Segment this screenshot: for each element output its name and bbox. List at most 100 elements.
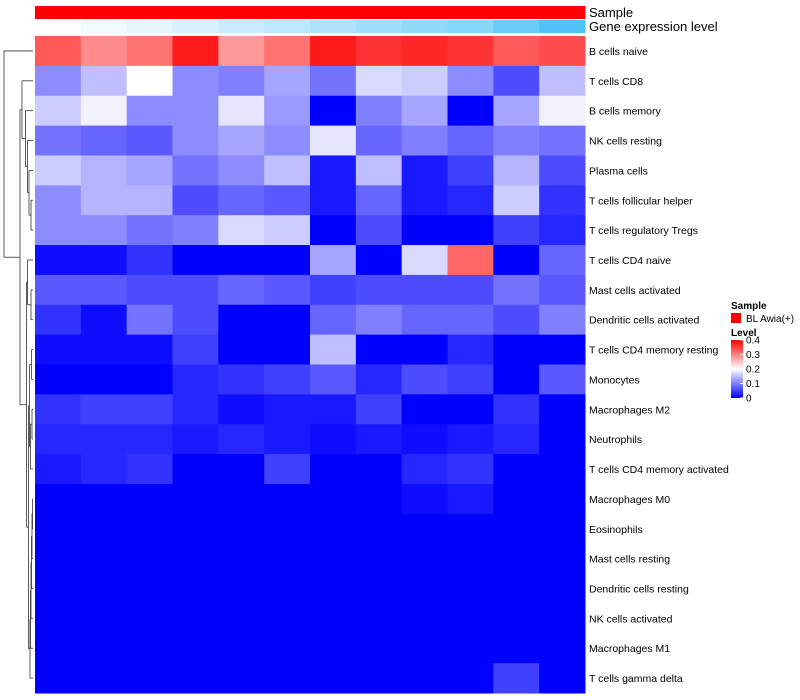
- heatmap-cell: [401, 334, 448, 365]
- heatmap-cell: [355, 394, 403, 425]
- heatmap-cell: [355, 454, 403, 485]
- heatmap-cell: [80, 483, 128, 515]
- heatmap-cell: [218, 513, 265, 545]
- heatmap-cell: [447, 394, 494, 425]
- heatmap-cell: [355, 424, 403, 455]
- heatmap-cell: [493, 483, 540, 515]
- heatmap-cell: [355, 573, 403, 604]
- heatmap-cell: [355, 95, 403, 127]
- row-label: Dendritic cells resting: [589, 583, 689, 595]
- heatmap-cell: [264, 543, 311, 575]
- heatmap-cell: [35, 36, 82, 67]
- heatmap-cell: [493, 215, 540, 246]
- heatmap-cell: [310, 185, 357, 216]
- heatmap-cell: [447, 215, 494, 246]
- row-label: T cells CD4 memory activated: [589, 464, 729, 476]
- heatmap-cell: [218, 364, 265, 395]
- heatmap-cell: [264, 424, 311, 455]
- heatmap-cell: [401, 155, 448, 186]
- heatmap-cell: [447, 334, 494, 365]
- heatmap-cell: [126, 394, 173, 425]
- heatmap-cell: [264, 603, 311, 634]
- heatmap-cell: [35, 424, 82, 455]
- heatmap-cell: [218, 65, 265, 97]
- row-label: Neutrophils: [589, 434, 642, 446]
- heatmap-cell: [35, 155, 82, 186]
- heatmap-cell: [447, 424, 494, 455]
- heatmap-cell: [401, 364, 448, 395]
- heatmap-cell: [264, 95, 311, 127]
- heatmap-cell: [355, 215, 403, 246]
- heatmap-cell: [539, 424, 586, 455]
- heatmap-cell: [218, 185, 265, 216]
- heatmap-cell: [447, 185, 494, 216]
- legend-sample-entry: BL Awia(+): [746, 314, 794, 325]
- heatmap-cell: [539, 245, 586, 276]
- heatmap-cell: [447, 603, 494, 634]
- row-label: T cells regulatory Tregs: [589, 225, 698, 237]
- heatmap-cell: [447, 543, 494, 575]
- legend-tick-label: 0.1: [746, 379, 760, 390]
- row-label: B cells memory: [589, 106, 662, 118]
- heatmap-cell: [172, 633, 219, 664]
- gene-expression-annotation-cell: [35, 20, 82, 33]
- heatmap-cell: [172, 65, 219, 97]
- heatmap-cell: [310, 245, 357, 276]
- heatmap-cell: [355, 304, 403, 336]
- heatmap-cell: [539, 304, 586, 336]
- heatmap-cell: [80, 573, 128, 604]
- row-label: Macrophages M0: [589, 494, 670, 506]
- heatmap-cell: [401, 215, 448, 246]
- heatmap-cell: [493, 424, 540, 455]
- heatmap-cell: [80, 245, 128, 276]
- heatmap-cell: [80, 274, 128, 306]
- heatmap-cell: [310, 364, 357, 395]
- heatmap-cell: [264, 65, 311, 97]
- heatmap-cell: [80, 36, 128, 67]
- heatmap-cell: [218, 543, 265, 575]
- row-dendrogram: [3, 50, 33, 679]
- heatmap-cells: [35, 36, 586, 694]
- heatmap-cell: [310, 334, 357, 365]
- heatmap-cell: [310, 125, 357, 156]
- heatmap-cell: [264, 36, 311, 67]
- heatmap-cell: [218, 663, 265, 694]
- heatmap-cell: [310, 155, 357, 186]
- gene-expression-annotation-cell: [539, 20, 586, 33]
- heatmap-cell: [35, 304, 82, 336]
- heatmap-cell: [310, 543, 357, 575]
- gene-expression-annotation-cell: [355, 20, 403, 33]
- heatmap-cell: [264, 394, 311, 425]
- heatmap-cell: [126, 424, 173, 455]
- heatmap-cell: [539, 125, 586, 156]
- heatmap-cell: [401, 304, 448, 336]
- heatmap-cell: [218, 454, 265, 485]
- heatmap-cell: [126, 603, 173, 634]
- heatmap-cell: [35, 95, 82, 127]
- heatmap-cell: [264, 274, 311, 306]
- gene-expression-annotation-cell: [447, 20, 494, 33]
- heatmap-cell: [264, 454, 311, 485]
- heatmap-cell: [218, 334, 265, 365]
- heatmap-cell: [539, 603, 586, 634]
- heatmap-cell: [172, 483, 219, 515]
- heatmap-cell: [539, 155, 586, 186]
- row-label: B cells naive: [589, 46, 648, 58]
- heatmap-cell: [401, 543, 448, 575]
- heatmap-cell: [355, 364, 403, 395]
- heatmap-cell: [355, 603, 403, 634]
- heatmap-cell: [355, 36, 403, 67]
- heatmap-cell: [539, 185, 586, 216]
- heatmap-cell: [310, 483, 357, 515]
- heatmap-cell: [355, 663, 403, 694]
- heatmap-cell: [493, 364, 540, 395]
- gene-expression-annotation-cell: [401, 20, 448, 33]
- heatmap-cell: [401, 573, 448, 604]
- heatmap-cell: [401, 274, 448, 306]
- heatmap-cell: [126, 65, 173, 97]
- heatmap-cell: [493, 185, 540, 216]
- heatmap-cell: [35, 513, 82, 545]
- row-label: Eosinophils: [589, 524, 643, 536]
- heatmap-cell: [310, 304, 357, 336]
- sample-annotation-cell: [447, 6, 494, 19]
